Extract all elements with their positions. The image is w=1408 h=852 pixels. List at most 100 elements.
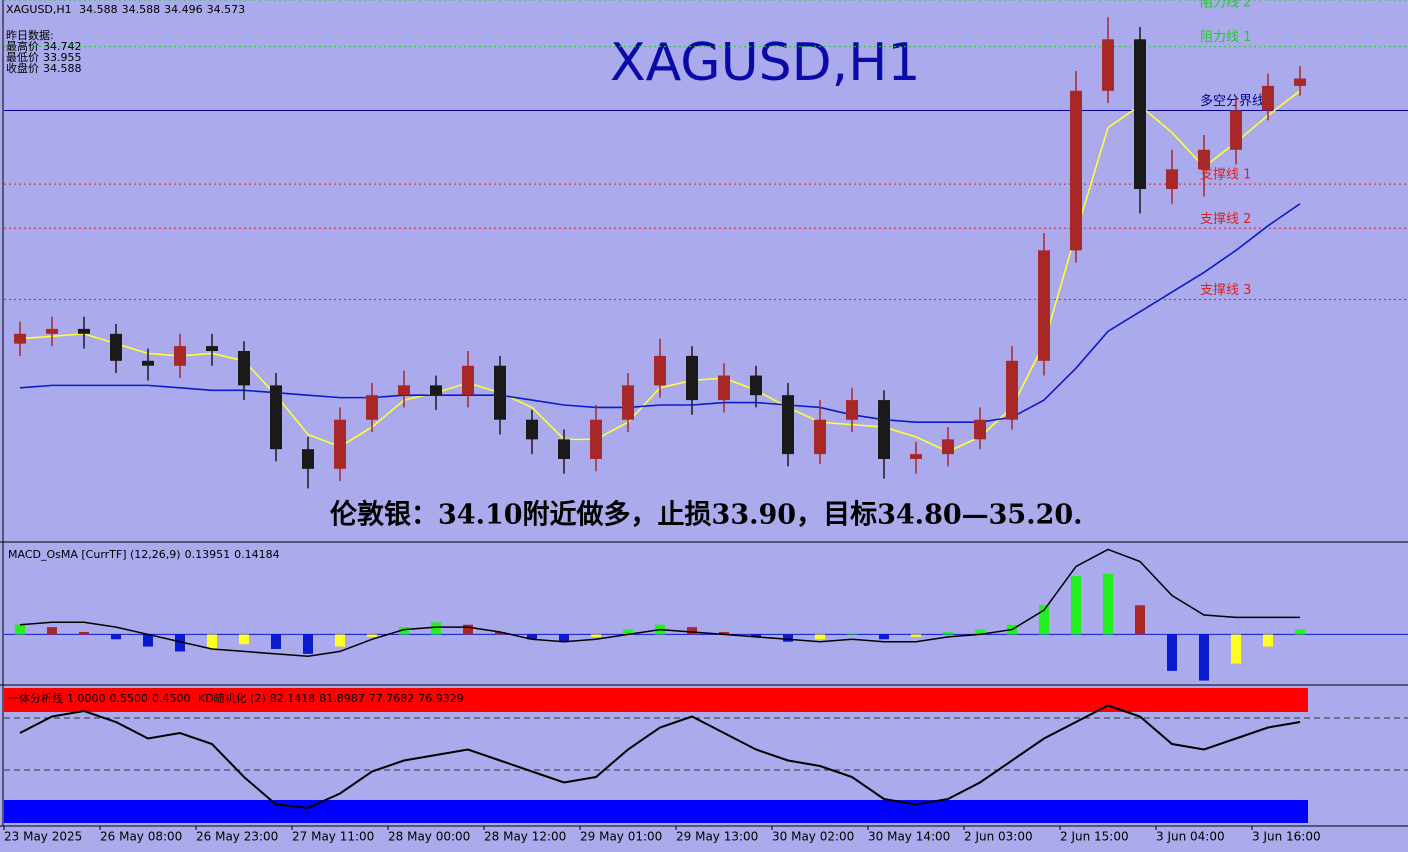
x-tick-label: 27 May 11:00 bbox=[292, 830, 374, 844]
x-tick-label: 28 May 12:00 bbox=[484, 830, 566, 844]
prev-heading: 昨日数据: bbox=[6, 29, 54, 42]
candle-body bbox=[878, 400, 890, 459]
macd-bar bbox=[1039, 605, 1049, 635]
candle-body bbox=[1166, 169, 1178, 189]
x-tick-label: 3 Jun 04:00 bbox=[1156, 830, 1225, 844]
kd-reading: 77.7682 bbox=[368, 692, 415, 705]
macd-bar bbox=[111, 634, 121, 640]
macd-header: MACD_OsMA [CurrTF] (12,26,9) 0.13951 0.141… bbox=[8, 549, 284, 560]
macd-label: MACD_OsMA [CurrTF] (12,26,9) bbox=[8, 548, 181, 561]
symbol: XAGUSD,H1 bbox=[6, 3, 72, 16]
macd-bar bbox=[751, 634, 761, 637]
x-tick-label: 3 Jun 16:00 bbox=[1252, 830, 1321, 844]
candle-body bbox=[462, 365, 474, 396]
candle-body bbox=[270, 385, 282, 450]
candle-body bbox=[1230, 110, 1242, 150]
candle-body bbox=[78, 328, 90, 334]
kd-label: 一体分析线 bbox=[8, 692, 63, 705]
macd-bar bbox=[1295, 629, 1305, 635]
kd-reading: 82.1418 bbox=[269, 692, 316, 705]
macd-bar bbox=[1167, 634, 1177, 671]
macd-bar bbox=[783, 634, 793, 642]
level-label: 支撑线 1 bbox=[1200, 168, 1251, 183]
level-label: 支撑线 2 bbox=[1200, 212, 1251, 227]
candle-body bbox=[558, 439, 570, 459]
macd-bar bbox=[975, 629, 985, 635]
macd-bar bbox=[1231, 634, 1241, 664]
x-tick-label: 29 May 01:00 bbox=[580, 830, 662, 844]
candle-body bbox=[1134, 39, 1146, 189]
candle-body bbox=[238, 351, 250, 386]
macd-reading: 0.13951 bbox=[184, 548, 231, 561]
level-label: 阻力线 1 bbox=[1200, 30, 1251, 45]
x-tick-label: 26 May 23:00 bbox=[196, 830, 278, 844]
candle-body bbox=[430, 385, 442, 396]
macd-bar bbox=[1263, 634, 1273, 647]
macd-bar bbox=[1135, 605, 1145, 635]
kd-param: 0.4500 bbox=[152, 692, 191, 705]
macd-bar bbox=[239, 634, 249, 645]
candle-body bbox=[1102, 39, 1114, 91]
macd-bar bbox=[143, 634, 153, 647]
quote-bar: XAGUSD,H1 34.588 34.588 34.496 34.573 bbox=[6, 4, 249, 15]
moving-average bbox=[19, 203, 1301, 423]
x-tick-label: 28 May 00:00 bbox=[388, 830, 470, 844]
candle-body bbox=[1294, 78, 1306, 86]
candle-body bbox=[1070, 90, 1082, 251]
macd-bar bbox=[1103, 573, 1113, 635]
candle-body bbox=[814, 419, 826, 455]
kd-param: 1.0000 bbox=[67, 692, 106, 705]
value: 34.588 bbox=[43, 62, 82, 75]
candle-body bbox=[718, 375, 730, 401]
label: 最高价 bbox=[6, 40, 39, 53]
macd-bar bbox=[207, 634, 217, 649]
candle-body bbox=[750, 375, 762, 396]
macd-bar bbox=[815, 634, 825, 640]
macd-bar bbox=[879, 634, 889, 640]
candle-body bbox=[494, 365, 506, 420]
level-label: 多空分界线 bbox=[1200, 93, 1265, 109]
candle-body bbox=[142, 360, 154, 366]
macd-bar bbox=[495, 632, 505, 635]
candle-body bbox=[1006, 360, 1018, 420]
level-label: 支撑线 3 bbox=[1200, 283, 1251, 298]
prev-day: 昨日数据: 最高价 34.742 最低价 33.955 收盘价 34.588 bbox=[6, 30, 86, 74]
x-tick-label: 2 Jun 15:00 bbox=[1060, 830, 1129, 844]
macd-bar bbox=[591, 634, 601, 637]
candle-body bbox=[366, 395, 378, 420]
label: 收盘价 bbox=[6, 62, 39, 75]
macd-bar bbox=[687, 627, 697, 635]
kd-header: 一体分析线 1.0000 0.5500 0.4500 KD随机化 (2) 82.1418… bbox=[8, 693, 468, 704]
candle-body bbox=[590, 419, 602, 459]
macd-bar bbox=[431, 622, 441, 635]
quote-high: 34.588 bbox=[121, 3, 161, 16]
macd-bar bbox=[719, 632, 729, 635]
macd-line bbox=[19, 548, 1300, 658]
candle-body bbox=[1038, 250, 1050, 361]
candle-body bbox=[622, 385, 634, 420]
candle-body bbox=[334, 419, 346, 469]
macd-bar bbox=[559, 634, 569, 642]
macd-reading: 0.14184 bbox=[234, 548, 280, 561]
macd-bar bbox=[623, 629, 633, 635]
label: 最低价 bbox=[6, 51, 39, 64]
x-tick-label: 30 May 02:00 bbox=[772, 830, 854, 844]
quote-open: 34.588 bbox=[79, 3, 118, 16]
macd-bar bbox=[1199, 634, 1209, 681]
kd-overbought-band bbox=[4, 688, 1308, 712]
candle-body bbox=[910, 454, 922, 459]
candle-body bbox=[398, 385, 410, 396]
candle-body bbox=[686, 355, 698, 401]
prev-close: 收盘价 34.588 bbox=[6, 63, 86, 74]
candle-body bbox=[1198, 149, 1210, 170]
candle-body bbox=[302, 449, 314, 469]
chart-title: XAGUSD,H1 bbox=[610, 33, 920, 93]
kd-line bbox=[19, 704, 1301, 809]
candle-body bbox=[46, 328, 58, 334]
kd-reading: 81.8987 bbox=[319, 692, 365, 705]
candle-body bbox=[846, 400, 858, 420]
x-tick-label: 2 Jun 03:00 bbox=[964, 830, 1033, 844]
candle-body bbox=[654, 355, 666, 386]
macd-bar bbox=[943, 632, 953, 635]
